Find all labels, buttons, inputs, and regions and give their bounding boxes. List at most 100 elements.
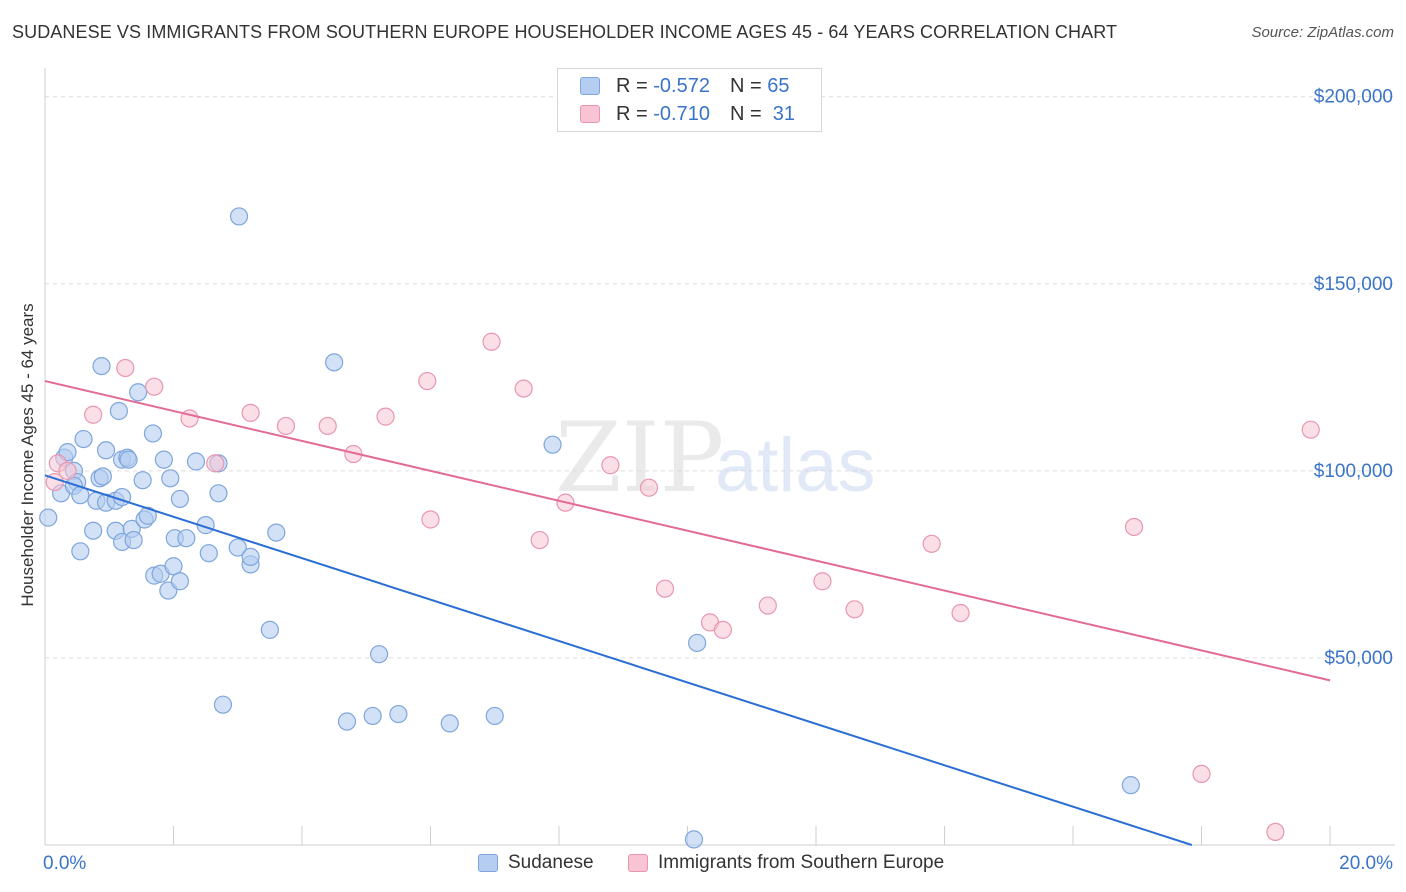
southern-europe-point: [813, 572, 832, 591]
stats-row-sudanese: R = -0.572 N = 65: [580, 73, 789, 99]
sudanese-point: [389, 704, 408, 724]
southern-europe-point: [639, 478, 659, 497]
southern-europe-point: [206, 454, 225, 473]
sudanese-point: [71, 542, 90, 561]
sudanese-point: [154, 450, 173, 469]
southern-europe-point: [758, 596, 777, 615]
southern-europe-point: [58, 461, 77, 480]
chart-title: SUDANESE VS IMMIGRANTS FROM SOUTHERN EUR…: [12, 22, 1118, 42]
r-label: R =: [616, 102, 648, 125]
southern-europe-swatch: [580, 105, 600, 123]
sudanese-point: [213, 695, 233, 714]
southern-europe-point: [530, 530, 549, 550]
southern-europe-point: [418, 371, 437, 391]
southern-europe-point: [482, 332, 501, 351]
legend-label: Sudanese: [508, 852, 594, 873]
southern-europe-point: [922, 534, 941, 553]
sudanese-point: [138, 506, 157, 525]
southern-europe-point: [713, 620, 732, 639]
r-value: -0.572: [653, 74, 710, 97]
sudanese-point: [440, 714, 459, 733]
n-value: 31: [772, 102, 796, 125]
sudanese-point: [170, 489, 190, 509]
southern-europe-point: [318, 416, 337, 436]
southern-europe-point: [514, 379, 533, 398]
sudanese-point: [93, 467, 112, 486]
sudanese-point: [337, 712, 357, 731]
sudanese-point: [84, 521, 103, 540]
sudanese-point: [129, 383, 148, 402]
sudanese-swatch: [580, 77, 600, 95]
sudanese-point: [543, 435, 562, 454]
sudanese-point: [161, 469, 180, 488]
sudanese-point: [39, 508, 58, 527]
sudanese-point: [119, 450, 138, 469]
n-label: N =: [729, 74, 762, 97]
sudanese-point: [1121, 776, 1140, 795]
tick-labels: $50,000 $100,000 $150,000 $200,000 0.0% 20.0%: [43, 87, 1393, 874]
southern-europe-point: [241, 403, 260, 422]
southern-europe-point: [421, 510, 440, 529]
stats-row-southern-europe: R = -0.710 N = 31: [580, 101, 795, 127]
southern-europe-point: [145, 377, 164, 396]
sudanese-point: [228, 538, 247, 557]
y-tick-label: $100,000: [1314, 461, 1393, 482]
southern-europe-point: [276, 416, 296, 436]
sudanese-point: [325, 353, 344, 372]
sudanese-point: [363, 706, 382, 726]
sudanese-point: [209, 484, 228, 503]
watermark-zip: ZIP: [555, 402, 724, 514]
sudanese-point: [124, 530, 143, 550]
sudanese-point: [170, 572, 190, 591]
southern-europe-trend-line: [44, 380, 1331, 682]
r-label: R =: [616, 74, 648, 97]
source-label: Source: ZipAtlas.com: [1251, 24, 1394, 41]
southern-europe-point: [84, 405, 103, 424]
southern-europe-swatch: [628, 854, 648, 872]
sudanese-point: [186, 452, 206, 471]
sudanese-swatch: [478, 854, 498, 872]
legend-item-southern-europe: Immigrants from Southern Europe: [628, 852, 944, 874]
sudanese-point: [133, 471, 152, 490]
n-value: 65: [767, 74, 790, 97]
southern-europe-point: [951, 603, 970, 623]
southern-europe-point: [845, 600, 864, 619]
southern-europe-point: [601, 456, 620, 475]
sudanese-point: [143, 424, 163, 443]
x-tick-label: 0.0%: [43, 853, 86, 874]
sudanese-point: [177, 529, 196, 548]
sudanese-point: [267, 523, 286, 542]
southern-europe-point: [655, 579, 675, 598]
legend-item-sudanese: Sudanese: [478, 852, 594, 874]
trend-lines: [44, 380, 1331, 846]
watermark: ZIP atlas: [555, 402, 876, 514]
watermark-atlas: atlas: [715, 423, 876, 508]
southern-europe-point: [1192, 764, 1211, 784]
sudanese-point: [370, 645, 389, 664]
series-legend: Sudanese Immigrants from Southern Europe: [0, 852, 1406, 876]
sudanese-point: [96, 441, 116, 460]
southern-europe-point: [116, 358, 135, 378]
y-tick-label: $50,000: [1324, 648, 1393, 669]
sudanese-point: [688, 633, 707, 653]
sudanese-point: [74, 429, 93, 449]
sudanese-point: [199, 544, 218, 563]
legend-label: Immigrants from Southern Europe: [658, 852, 945, 873]
x-tick-label: 20.0%: [1339, 853, 1393, 874]
gridlines: [45, 96, 1395, 659]
southern-europe-point: [1124, 517, 1144, 537]
southern-europe-point: [1301, 420, 1320, 439]
sudanese-point: [485, 706, 504, 726]
sudanese-point: [109, 401, 128, 421]
sudanese-points: [39, 207, 1140, 849]
sudanese-trend-line: [44, 474, 1193, 846]
sudanese-point: [164, 557, 183, 576]
sudanese-point: [92, 356, 111, 376]
y-tick-label: $150,000: [1314, 274, 1393, 295]
n-label: N =: [729, 102, 762, 125]
y-tick-label: $200,000: [1314, 87, 1393, 108]
stats-legend: R = -0.572 N = 65 R = -0.710 N = 31: [557, 68, 822, 132]
sudanese-point: [229, 207, 249, 226]
southern-europe-point: [376, 407, 395, 426]
